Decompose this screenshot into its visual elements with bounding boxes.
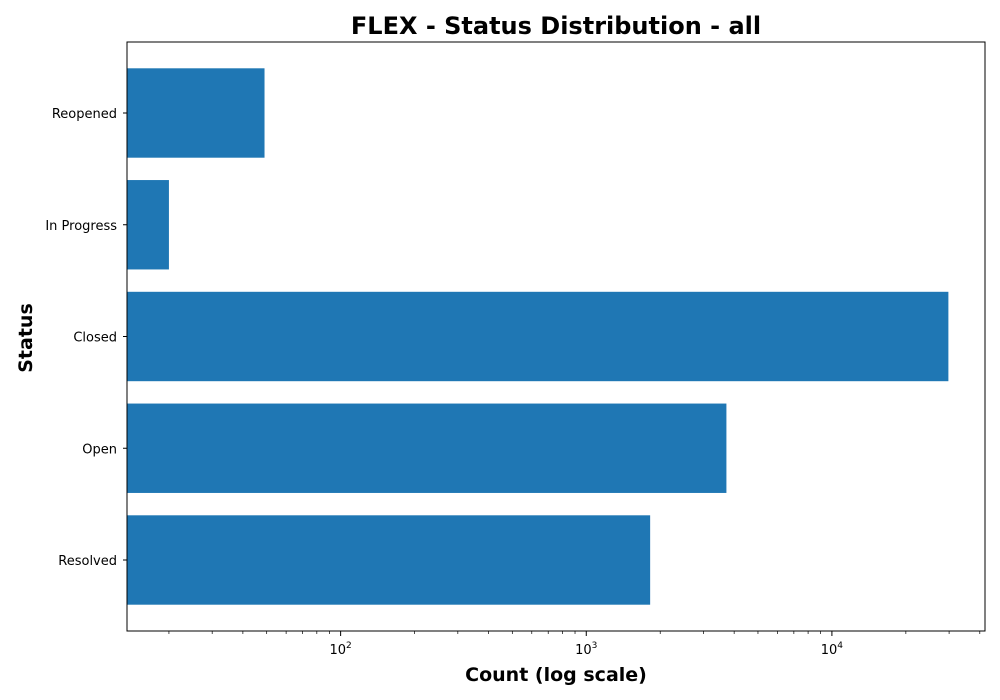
bar-reopened [127, 68, 265, 158]
chart-title: FLEX - Status Distribution - all [351, 12, 761, 40]
x-tick-label: 103 [575, 641, 597, 658]
bar-open [127, 403, 727, 493]
y-tick-label-open: Open [82, 442, 117, 457]
bar-resolved [127, 515, 651, 605]
x-tick-label: 104 [821, 641, 844, 658]
y-tick-label-closed: Closed [73, 331, 117, 346]
x-tick-label: 102 [329, 641, 351, 658]
y-tick-label-resolved: Resolved [58, 554, 117, 569]
y-axis-label: Status [15, 303, 37, 373]
bar-closed [127, 291, 949, 382]
y-tick-label-reopened: Reopened [52, 107, 117, 122]
bar-in-progress [127, 180, 169, 270]
bars-group [127, 68, 949, 605]
plot-frame [126, 41, 986, 632]
x-axis-ticks: 102 103 104 [168, 631, 981, 658]
x-axis-label: Count (log scale) [465, 664, 647, 686]
y-tick-label-in-progress: In Progress [45, 219, 117, 234]
y-axis-ticks: Resolved Open Closed In Progress Reopened [45, 107, 127, 569]
